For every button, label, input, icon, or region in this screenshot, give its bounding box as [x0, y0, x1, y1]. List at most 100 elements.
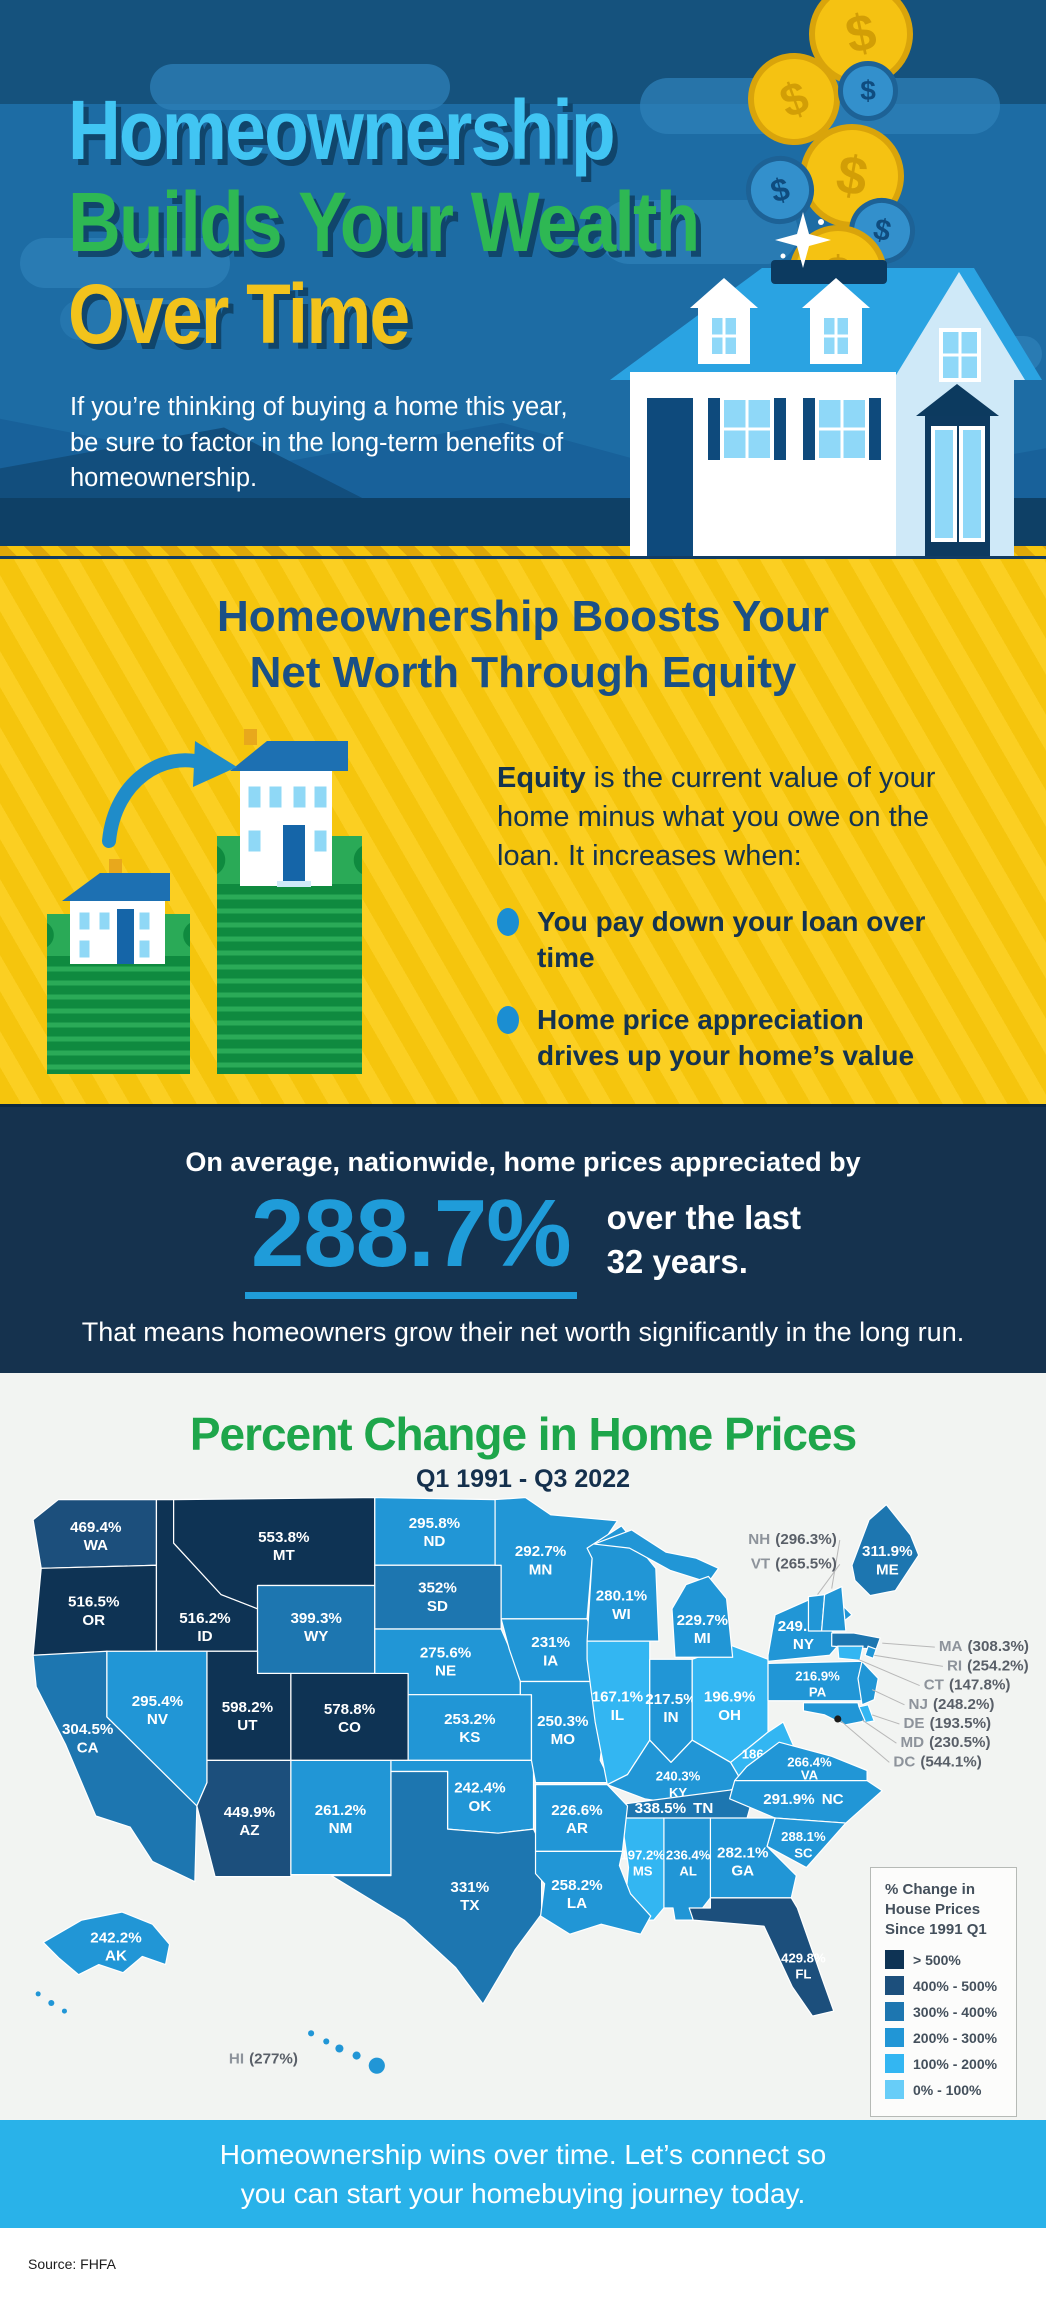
state-AR-value: 226.6% [551, 1802, 603, 1819]
legend-item: > 500% [885, 1950, 1004, 1969]
state-AK: 242.2% AK [35, 1911, 171, 2014]
hi-island [352, 2051, 361, 2060]
callout-RI-value: (254.2%) [967, 1657, 1029, 1674]
bill-corner [353, 846, 362, 874]
state-MT-abbr: MT [273, 1547, 296, 1564]
legend-item: 400% - 500% [885, 1976, 1004, 1995]
state-VA-value: 266.4% [787, 1754, 832, 1769]
legend-label: 200% - 300% [913, 2029, 998, 2046]
state-MA-shape [831, 1632, 881, 1650]
hero-subtitle: If you’re thinking of buying a home this… [70, 393, 568, 492]
window-icon [708, 396, 786, 462]
legend-label: 100% - 200% [913, 2055, 998, 2072]
state-TX: 331% TX [330, 1770, 543, 2005]
dormer-window [802, 278, 870, 364]
state-NJ-shape [857, 1660, 879, 1706]
legend-item: 0% - 100% [885, 2080, 1004, 2099]
callout-NJ-value: (248.2%) [933, 1696, 995, 1713]
state-WI-abbr: WI [612, 1606, 631, 1623]
state-OH: 196.9% OH [691, 1644, 769, 1764]
state-TX-shape [330, 1770, 543, 2005]
state-NC-abbr: NC [822, 1791, 844, 1808]
legend-swatch [885, 2080, 904, 2099]
hi-island [368, 2057, 385, 2074]
state-PA: 216.9% PA [767, 1660, 879, 1702]
stats-big-number: 288.7% [244, 1184, 577, 1299]
hero-title-line2: Builds Your Wealth [68, 175, 700, 269]
state-ME: 311.9% ME [851, 1504, 920, 1597]
callout-DE-abbr: DE [903, 1715, 924, 1732]
windows [245, 783, 330, 855]
callout-VT-abbr: VT [751, 1555, 771, 1572]
state-NH-shape [820, 1585, 847, 1632]
equity-paragraph: Equity is the current value of your home… [497, 759, 947, 876]
dormer-roof [690, 278, 758, 308]
state-MI-upper-shape [593, 1529, 720, 1584]
state-WY-value: 399.3% [290, 1610, 342, 1627]
legend-label: 300% - 400% [913, 2003, 998, 2020]
callout-NH-label: NH (296.3%) [748, 1531, 836, 1548]
equity-copy: Equity is the current value of your home… [497, 759, 947, 1074]
state-NC: 291.9% NC [729, 1780, 883, 1824]
entry-door [916, 384, 999, 556]
state-AL-shape [663, 1817, 712, 1921]
state-UT-value: 598.2% [222, 1699, 274, 1716]
callout-MD-abbr: MD [900, 1734, 924, 1751]
state-UT-abbr: UT [237, 1717, 258, 1734]
cta-line1: Homeownership wins over time. Let’s conn… [219, 2139, 827, 2170]
callout-DC: DC (544.1%) [840, 1720, 982, 1770]
shutter [869, 398, 881, 460]
legend-label: 0% - 100% [913, 2081, 982, 2098]
window-icon [939, 328, 981, 382]
state-MN: 292.7% MN [494, 1496, 619, 1620]
state-AZ-abbr: AZ [239, 1822, 259, 1839]
callout-MD: MD (230.5%) [861, 1719, 991, 1751]
callout-NJ: NJ (248.2%) [871, 1689, 995, 1713]
state-MI-value: 229.7% [677, 1612, 729, 1629]
state-FL-shape [688, 1897, 835, 2017]
map-title: Percent Change in Home Prices [189, 1408, 857, 1460]
callout-RI-label: RI (254.2%) [947, 1657, 1029, 1674]
state-SD-value: 352% [418, 1580, 457, 1597]
state-ID-abbr: ID [197, 1628, 212, 1645]
steps [277, 881, 311, 887]
windows [76, 909, 153, 961]
legend-title-line3: Since 1991 Q1 [885, 1921, 987, 1938]
state-FL: 429.8% FL [688, 1897, 835, 2017]
state-NE-value: 275.6% [420, 1644, 472, 1661]
callout-DE-value: (193.5%) [930, 1715, 992, 1732]
leader-line [861, 1719, 897, 1744]
door [283, 825, 305, 881]
state-MS-shape [620, 1817, 665, 1921]
state-ID-value: 516.2% [179, 1610, 231, 1627]
callout-CT-abbr: CT [924, 1677, 945, 1694]
state-IN-abbr: IN [663, 1709, 678, 1726]
map-section: Percent Change in Home Prices Q1 1991 - … [0, 1373, 1046, 2120]
state-NM: 261.2% NM [290, 1759, 392, 1876]
callout-RI-abbr: RI [947, 1657, 962, 1674]
callout-NJ-label: NJ (248.2%) [909, 1696, 995, 1713]
hero-title-line3: Over Time [68, 267, 410, 361]
callout-MA-abbr: MA [939, 1638, 963, 1655]
state-SC: 288.1% SC [766, 1817, 847, 1869]
state-OH-value: 196.9% [704, 1689, 756, 1706]
legend-swatch [885, 2054, 904, 2073]
callout-NH-value: (296.3%) [775, 1531, 837, 1548]
legend-item: 100% - 200% [885, 2054, 1004, 2073]
state-AL-abbr: AL [679, 1864, 697, 1879]
state-AZ-value: 449.9% [224, 1804, 276, 1821]
state-MS: 197.2% MS [620, 1817, 665, 1921]
state-GA-abbr: GA [731, 1863, 754, 1880]
state-TX-value: 331% [450, 1879, 489, 1896]
house-icon [62, 859, 170, 964]
state-ND-value: 295.8% [409, 1515, 461, 1532]
swatch-rect [885, 2054, 904, 2073]
state-AL-value: 236.4% [666, 1847, 711, 1862]
callout-MD-label: MD (230.5%) [900, 1734, 990, 1751]
state-NM-value: 261.2% [315, 1802, 367, 1819]
state-IN-value: 217.5% [645, 1691, 697, 1708]
state-CA-value: 304.5% [62, 1721, 114, 1738]
state-RI-shape [864, 1645, 877, 1659]
state-MT-value: 553.8% [258, 1529, 310, 1546]
house-icon [230, 729, 348, 887]
